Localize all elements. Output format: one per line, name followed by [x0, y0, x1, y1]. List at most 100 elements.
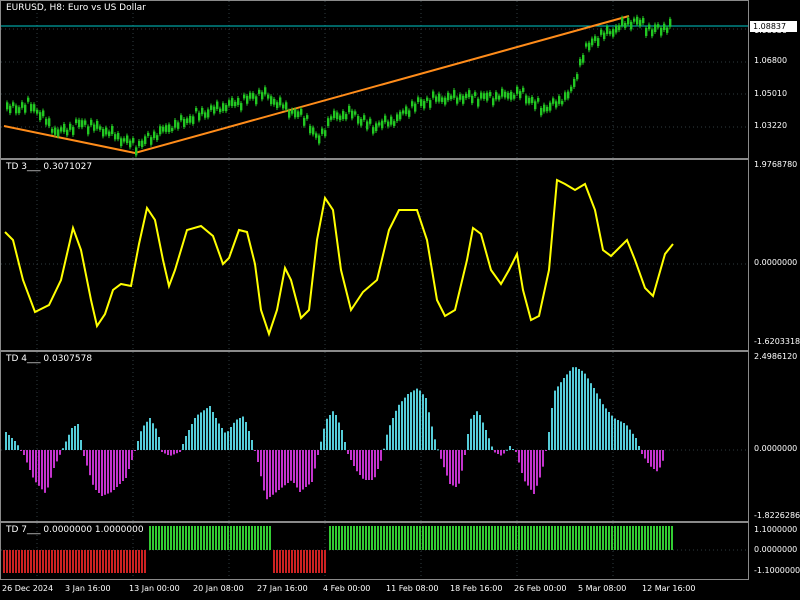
td7-bar — [584, 526, 586, 550]
td4-bar — [53, 450, 55, 468]
td7-bar — [629, 526, 631, 550]
td7-bar — [611, 526, 613, 550]
td7-bar — [254, 526, 256, 550]
candle-body — [447, 92, 450, 101]
td4-bar — [5, 432, 7, 450]
price-partial-tick: 1.08930 — [754, 32, 787, 35]
candle-body — [171, 127, 174, 132]
td4-bar — [452, 450, 454, 486]
candle-body — [651, 29, 654, 37]
td7-bar — [533, 526, 535, 550]
td4-bar — [386, 434, 388, 450]
td4-bar — [86, 450, 88, 466]
td7-bar — [359, 526, 361, 550]
td4-bar — [272, 450, 274, 495]
candle-body — [27, 97, 30, 102]
td4-bar — [341, 430, 343, 450]
candle-body — [150, 137, 153, 145]
candle-body — [342, 111, 345, 120]
td7-bar — [63, 550, 65, 573]
candle-body — [282, 104, 285, 109]
candle-body — [237, 97, 240, 105]
td7-bar — [99, 550, 101, 573]
candle-body — [660, 27, 663, 36]
td4-bar — [557, 386, 559, 450]
candle-body — [108, 131, 111, 137]
td4-bar — [290, 450, 292, 481]
td7-bar — [458, 526, 460, 550]
td4-bar — [104, 450, 106, 495]
td4-bar — [68, 434, 70, 450]
candle-body — [141, 140, 144, 148]
td7-bar — [377, 526, 379, 550]
td4-bar — [38, 450, 40, 486]
price-chart-pane[interactable]: EURUSD, H8: Euro vs US Dollar — [0, 0, 749, 159]
td4-bar — [14, 441, 16, 450]
td4-bar — [362, 450, 364, 479]
td7-bar — [440, 526, 442, 550]
candle-body — [405, 106, 408, 115]
candle-body — [606, 26, 609, 34]
td7-bar — [422, 526, 424, 550]
td4-bar — [200, 412, 202, 450]
td7-bar — [84, 550, 86, 573]
td7-bar — [194, 526, 196, 550]
candle-body — [276, 102, 279, 109]
td4-bar — [194, 418, 196, 450]
td7-indicator-pane[interactable]: TD 7___ 0.0000000 1.0000000 — [0, 522, 749, 580]
td4-bar — [575, 367, 577, 450]
td4-bar — [572, 367, 574, 450]
candle-body — [612, 29, 615, 37]
td4-bar — [110, 450, 112, 493]
td3-line — [4, 178, 674, 338]
td4-bar — [632, 433, 634, 450]
td4-indicator-pane[interactable]: TD 4___ 0.0307578 — [0, 351, 749, 522]
td4-bar — [251, 440, 253, 450]
candle-body — [648, 24, 651, 30]
td4-bar — [173, 450, 175, 455]
td7-bar — [212, 526, 214, 550]
candle-body — [609, 31, 612, 35]
td4-bar — [269, 450, 271, 497]
td4-bar — [107, 450, 109, 494]
td4-bar — [152, 423, 154, 450]
td7-bar — [530, 526, 532, 550]
td7-bar — [96, 550, 98, 573]
candle-body — [636, 16, 639, 25]
td7-bar — [176, 526, 178, 550]
candle-body — [54, 127, 57, 135]
candle-body — [219, 108, 222, 113]
td4-bar — [548, 432, 550, 450]
candle-body — [615, 25, 618, 33]
td3-indicator-pane[interactable]: TD 3___ 0.3071027 — [0, 159, 749, 351]
time-label: 26 Dec 2024 — [2, 584, 54, 593]
candle-body — [210, 105, 213, 110]
candle-body — [471, 95, 474, 104]
candle-body — [621, 17, 624, 26]
td7-bar — [485, 526, 487, 550]
td4-bar — [257, 450, 259, 462]
td7-bar — [294, 550, 296, 573]
candle-body — [195, 108, 198, 112]
candle-body — [633, 18, 636, 22]
candle-body — [147, 132, 150, 136]
candle-body — [540, 107, 543, 116]
candle-body — [501, 88, 504, 97]
candle-body — [537, 97, 540, 102]
td7-bar — [356, 526, 358, 550]
td7-bar — [545, 526, 547, 550]
td7-bar — [341, 526, 343, 550]
candle-body — [396, 114, 399, 122]
candle-body — [45, 118, 48, 125]
candle-body — [567, 91, 570, 99]
td7-bar — [659, 526, 661, 550]
td4-bar — [530, 450, 532, 490]
candle-body — [381, 120, 384, 129]
td4-bar — [485, 430, 487, 450]
candle-body — [162, 126, 165, 132]
candle-body — [186, 118, 189, 124]
td7-bar — [650, 526, 652, 550]
td4-bar — [44, 450, 46, 493]
td4-bar — [311, 450, 313, 482]
candle-body — [390, 116, 393, 125]
